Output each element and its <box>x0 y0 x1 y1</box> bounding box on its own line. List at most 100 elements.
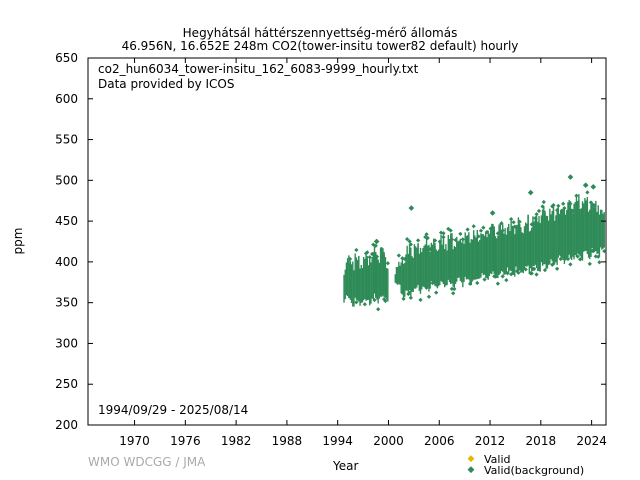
data-point <box>354 247 359 253</box>
data-point <box>495 281 500 286</box>
data-point <box>575 254 580 259</box>
data-point <box>481 225 486 230</box>
data-point <box>425 235 430 241</box>
data-point <box>408 295 413 300</box>
data-point <box>415 238 421 243</box>
chart-title-line2: 46.956N, 16.652E 248m CO2(tower-insitu t… <box>121 39 519 53</box>
x-tick-label: 1970 <box>119 434 150 448</box>
data-point <box>536 208 542 214</box>
data-point <box>597 260 602 265</box>
data-point <box>449 286 455 291</box>
axes-layer: 200 250 300 350 400 450 500 550 600 650 1970 1976 19… <box>55 51 607 448</box>
data-point <box>401 296 406 301</box>
data-point-outlier <box>582 182 589 189</box>
data-point <box>482 277 487 282</box>
data-point <box>362 302 367 307</box>
x-axis-label: Year <box>333 459 359 473</box>
x-tick-label: 2006 <box>424 434 455 448</box>
data-point <box>478 228 484 233</box>
data-point <box>452 286 457 292</box>
provider-label: Data provided by ICOS <box>98 77 234 91</box>
x-tick-label: 1988 <box>272 434 303 448</box>
x-tick-label: 1976 <box>170 434 201 448</box>
plot-area <box>87 57 607 426</box>
data-point <box>523 267 528 272</box>
y-tick-label: 500 <box>55 173 78 187</box>
data-point <box>424 232 429 237</box>
data-point <box>405 237 410 242</box>
y-tick-label: 200 <box>55 418 78 432</box>
data-point <box>542 268 548 273</box>
data-point <box>460 237 465 242</box>
legend-item-valid: ◆ Valid <box>466 454 584 465</box>
data-point <box>448 228 453 233</box>
y-tick-label: 450 <box>55 214 78 228</box>
data-point <box>534 272 539 277</box>
x-tick-label: 2012 <box>475 434 506 448</box>
date-range-label: 1994/09/29 - 2025/08/14 <box>98 403 248 417</box>
data-point-outlier <box>489 210 496 216</box>
y-tick-label: 600 <box>55 92 78 106</box>
data-point <box>555 266 560 271</box>
y-tick-label: 350 <box>55 296 78 310</box>
data-point <box>385 261 390 266</box>
data-point <box>561 201 566 206</box>
data-point <box>587 261 592 267</box>
data-point <box>568 262 573 267</box>
data-point <box>529 271 534 276</box>
x-tick-label: 1994 <box>322 434 353 448</box>
data-layer <box>343 174 607 312</box>
legend-marker-valid-background: ◆ <box>467 465 475 475</box>
data-point <box>534 212 539 217</box>
data-point <box>565 256 571 262</box>
x-tick-label: 2024 <box>576 434 607 448</box>
data-point-outlier <box>373 238 380 245</box>
data-point <box>511 220 516 225</box>
data-point <box>585 190 590 195</box>
data-point <box>396 253 401 258</box>
data-point <box>354 300 359 305</box>
data-point-outlier <box>408 205 415 211</box>
data-point <box>408 242 413 247</box>
legend-marker-valid: ◆ <box>467 454 475 464</box>
data-point <box>451 291 456 296</box>
x-tick-label: 2000 <box>373 434 404 448</box>
chart-title-line1: Hegyhátsál háttérszennyettség-mérő állom… <box>182 26 458 40</box>
data-point <box>471 224 476 229</box>
data-point <box>458 231 463 236</box>
y-tick-label: 250 <box>55 377 78 391</box>
data-point <box>367 255 372 260</box>
y-tick-label: 300 <box>55 336 78 350</box>
data-point <box>383 298 388 304</box>
data-point <box>365 250 370 255</box>
data-point <box>532 266 537 271</box>
legend-item-valid-background: ◆ Valid(background) <box>466 464 585 477</box>
data-point <box>509 217 514 222</box>
data-point <box>426 294 432 299</box>
y-tick-label: 550 <box>55 133 78 147</box>
data-point <box>347 256 353 262</box>
data-point <box>376 307 381 312</box>
data-point-outlier <box>590 184 597 190</box>
data-point <box>556 203 561 208</box>
data-point <box>441 231 446 236</box>
y-tick-label: 650 <box>55 51 78 65</box>
file-label: co2_hun6034_tower-insitu_162_6083-9999_h… <box>98 62 419 76</box>
data-point <box>373 243 378 248</box>
data-point <box>517 219 522 224</box>
data-point <box>476 234 481 239</box>
data-point <box>407 239 412 244</box>
legend: ◆ Valid ◆ Valid(background) <box>466 454 585 477</box>
data-point <box>374 254 380 259</box>
data-point <box>418 297 423 302</box>
data-point <box>541 199 546 205</box>
data-point <box>500 274 505 279</box>
data-point <box>432 238 438 243</box>
legend-label-valid-background: Valid(background) <box>484 464 585 477</box>
data-point <box>475 280 480 286</box>
x-tick-label: 1982 <box>221 434 252 448</box>
data-point <box>562 205 567 211</box>
data-point <box>574 193 579 198</box>
legend-label-valid: Valid <box>484 453 511 466</box>
